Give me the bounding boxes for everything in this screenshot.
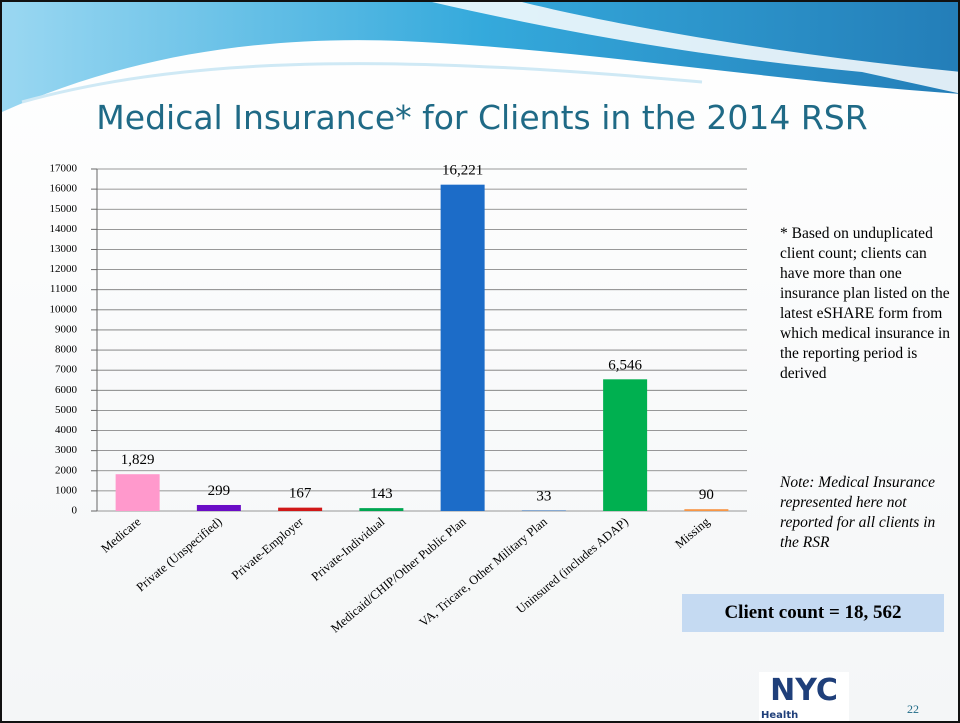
bar (521, 510, 566, 511)
y-tick-label: 9000 (55, 323, 78, 335)
y-tick-label: 8000 (55, 344, 78, 356)
bar (359, 508, 404, 511)
y-tick-label: 3000 (55, 444, 78, 456)
x-tick-label: Medicaid/CHIP/Other Public Plan (328, 514, 469, 635)
y-tick-label: 4000 (55, 424, 78, 436)
y-tick-label: 6000 (55, 384, 78, 396)
y-tick-label: 17000 (50, 163, 78, 175)
page-number: 22 (907, 702, 919, 716)
y-tick-label: 15000 (50, 203, 78, 215)
data-label: 1,829 (121, 452, 155, 468)
client-count: Client count = 18, 562 (682, 594, 944, 632)
x-tick-label: Private-Individual (309, 514, 388, 584)
note: Note: Medical Insurance represented here… (780, 474, 936, 551)
y-tick-label: 13000 (50, 243, 78, 255)
bar (684, 509, 729, 511)
y-tick-label: 7000 (55, 364, 78, 376)
bar (603, 379, 648, 511)
y-tick-label: 0 (72, 505, 78, 517)
x-tick-label: Medicare (98, 514, 143, 555)
y-tick-label: 16000 (50, 183, 78, 195)
x-tick-label: VA, Tricare, Other Military Plan (417, 514, 551, 630)
data-label: 299 (208, 483, 231, 499)
data-label: 143 (370, 486, 393, 502)
y-tick-label: 10000 (50, 303, 78, 315)
data-label: 90 (699, 487, 714, 503)
y-tick-label: 1000 (55, 484, 78, 496)
x-tick-label: Missing (672, 514, 712, 551)
logo-text: Health (761, 710, 798, 721)
x-tick-label: Private-Employer (229, 514, 307, 582)
footnote: * Based on unduplicated client count; cl… (780, 225, 951, 382)
bar (115, 474, 160, 511)
bar (278, 507, 323, 511)
y-tick-label: 2000 (55, 464, 78, 476)
y-tick-label: 11000 (50, 283, 78, 295)
y-tick-label: 12000 (50, 263, 78, 275)
y-tick-label: 14000 (50, 223, 78, 235)
logo-mark: NYC (770, 673, 838, 708)
x-tick-label: Private (Unspecified) (134, 515, 225, 595)
data-label: 167 (289, 486, 312, 502)
slide-title: Medical Insurance* for Clients in the 20… (96, 98, 868, 137)
data-label: 6,546 (608, 357, 642, 373)
logo: NYC Health (759, 672, 849, 721)
y-tick-label: 5000 (55, 404, 78, 416)
data-label: 16,221 (442, 163, 483, 179)
bar (196, 504, 241, 511)
data-label: 33 (536, 488, 551, 504)
bar (440, 184, 485, 512)
